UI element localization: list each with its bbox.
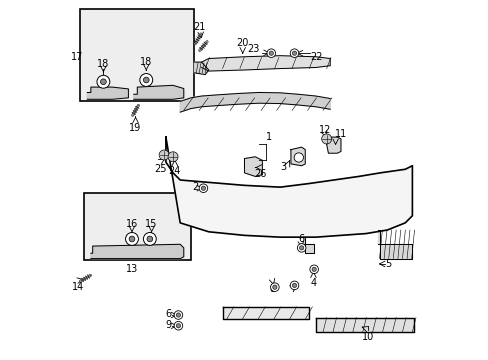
Circle shape (321, 134, 331, 144)
Text: 24: 24 (168, 166, 181, 176)
Circle shape (270, 283, 279, 292)
Circle shape (297, 244, 305, 252)
Text: 11: 11 (334, 129, 346, 139)
Polygon shape (298, 94, 315, 107)
Circle shape (311, 267, 316, 271)
Polygon shape (280, 93, 298, 105)
Circle shape (199, 184, 207, 193)
Text: 23: 23 (247, 44, 259, 54)
Circle shape (272, 285, 276, 289)
Polygon shape (258, 93, 280, 104)
Circle shape (309, 265, 318, 274)
Circle shape (201, 186, 205, 190)
Circle shape (176, 324, 180, 328)
Circle shape (292, 51, 296, 55)
Polygon shape (223, 307, 308, 319)
Polygon shape (244, 157, 262, 176)
Polygon shape (237, 93, 258, 104)
Text: 2: 2 (191, 182, 198, 192)
Text: 6: 6 (297, 234, 304, 244)
Bar (80, 9, 194, 102)
Circle shape (140, 73, 152, 86)
Text: 12: 12 (318, 125, 330, 135)
Circle shape (268, 51, 273, 55)
Text: 4: 4 (310, 278, 316, 288)
Text: 6: 6 (165, 309, 171, 319)
Circle shape (125, 233, 138, 246)
Text: 9: 9 (165, 320, 171, 330)
Circle shape (101, 79, 106, 85)
Text: 15: 15 (145, 219, 158, 229)
Text: 26: 26 (254, 169, 266, 179)
Circle shape (159, 150, 169, 160)
Text: 16: 16 (125, 219, 138, 229)
Polygon shape (190, 96, 201, 109)
Circle shape (174, 311, 183, 319)
Circle shape (292, 283, 296, 288)
Polygon shape (378, 230, 411, 258)
Circle shape (176, 313, 180, 317)
Circle shape (294, 153, 303, 162)
Polygon shape (303, 237, 313, 253)
Circle shape (147, 236, 152, 242)
Polygon shape (134, 85, 183, 99)
Text: 18: 18 (97, 59, 109, 69)
Polygon shape (201, 95, 216, 107)
Text: 7: 7 (290, 284, 296, 294)
Circle shape (129, 236, 135, 242)
Polygon shape (87, 87, 128, 99)
Circle shape (168, 152, 178, 162)
Text: 3: 3 (280, 162, 286, 172)
Text: 1: 1 (266, 132, 272, 143)
Bar (83, 193, 190, 260)
Polygon shape (91, 244, 183, 258)
Polygon shape (315, 318, 413, 332)
Circle shape (143, 233, 156, 246)
Polygon shape (194, 62, 208, 75)
Text: 22: 22 (310, 52, 323, 62)
Circle shape (290, 49, 298, 58)
Text: 25: 25 (154, 164, 166, 174)
Polygon shape (290, 147, 305, 166)
Circle shape (266, 49, 275, 58)
Circle shape (174, 321, 183, 330)
Polygon shape (201, 56, 329, 71)
Circle shape (97, 75, 110, 88)
Polygon shape (315, 96, 329, 109)
Polygon shape (326, 137, 340, 153)
Text: 21: 21 (193, 22, 205, 32)
Polygon shape (216, 94, 237, 106)
Text: 18: 18 (140, 58, 152, 67)
Polygon shape (180, 98, 190, 112)
Text: 13: 13 (125, 264, 138, 274)
Text: 10: 10 (361, 332, 373, 342)
Circle shape (143, 77, 149, 83)
Circle shape (299, 246, 303, 250)
Text: 5: 5 (385, 259, 391, 269)
Text: 19: 19 (129, 123, 142, 133)
Circle shape (290, 281, 298, 290)
Text: 20: 20 (236, 38, 248, 48)
Polygon shape (165, 137, 411, 237)
Text: 14: 14 (71, 282, 83, 292)
Text: 17: 17 (71, 52, 83, 62)
Text: 8: 8 (269, 284, 275, 294)
